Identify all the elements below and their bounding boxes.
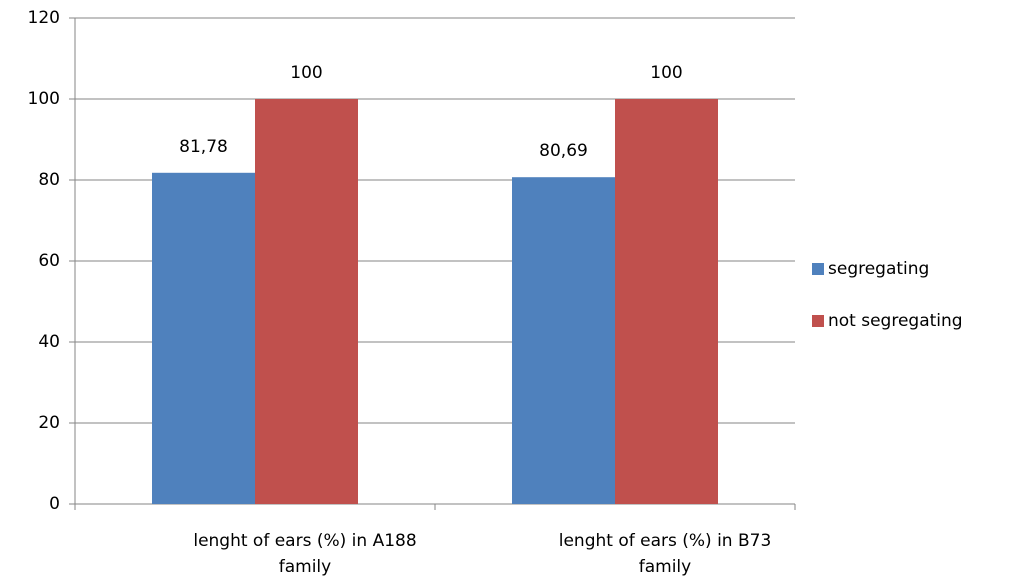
- value-label: 81,78: [179, 137, 228, 157]
- legend-label: not segregating: [828, 311, 963, 331]
- legend-label: segregating: [828, 259, 929, 279]
- y-tick-label: 60: [38, 251, 60, 271]
- y-tick-label: 40: [38, 332, 60, 352]
- bar: [255, 99, 358, 504]
- bar: [152, 172, 255, 504]
- bar: [512, 177, 615, 504]
- value-label: 100: [290, 63, 322, 83]
- y-tick-label: 20: [38, 413, 60, 433]
- y-tick-label: 80: [38, 170, 60, 190]
- y-tick-label: 100: [28, 89, 60, 109]
- y-tick-label: 0: [49, 494, 60, 514]
- x-tick-label: lenght of ears (%) in A188 family: [193, 531, 417, 577]
- legend-swatch: [812, 315, 824, 327]
- legend-swatch: [812, 263, 824, 275]
- value-label: 100: [650, 63, 682, 83]
- y-tick-label: 120: [28, 8, 60, 28]
- x-tick-label: lenght of ears (%) in B73 family: [558, 531, 772, 577]
- value-label: 80,69: [539, 141, 588, 161]
- bar: [615, 99, 718, 504]
